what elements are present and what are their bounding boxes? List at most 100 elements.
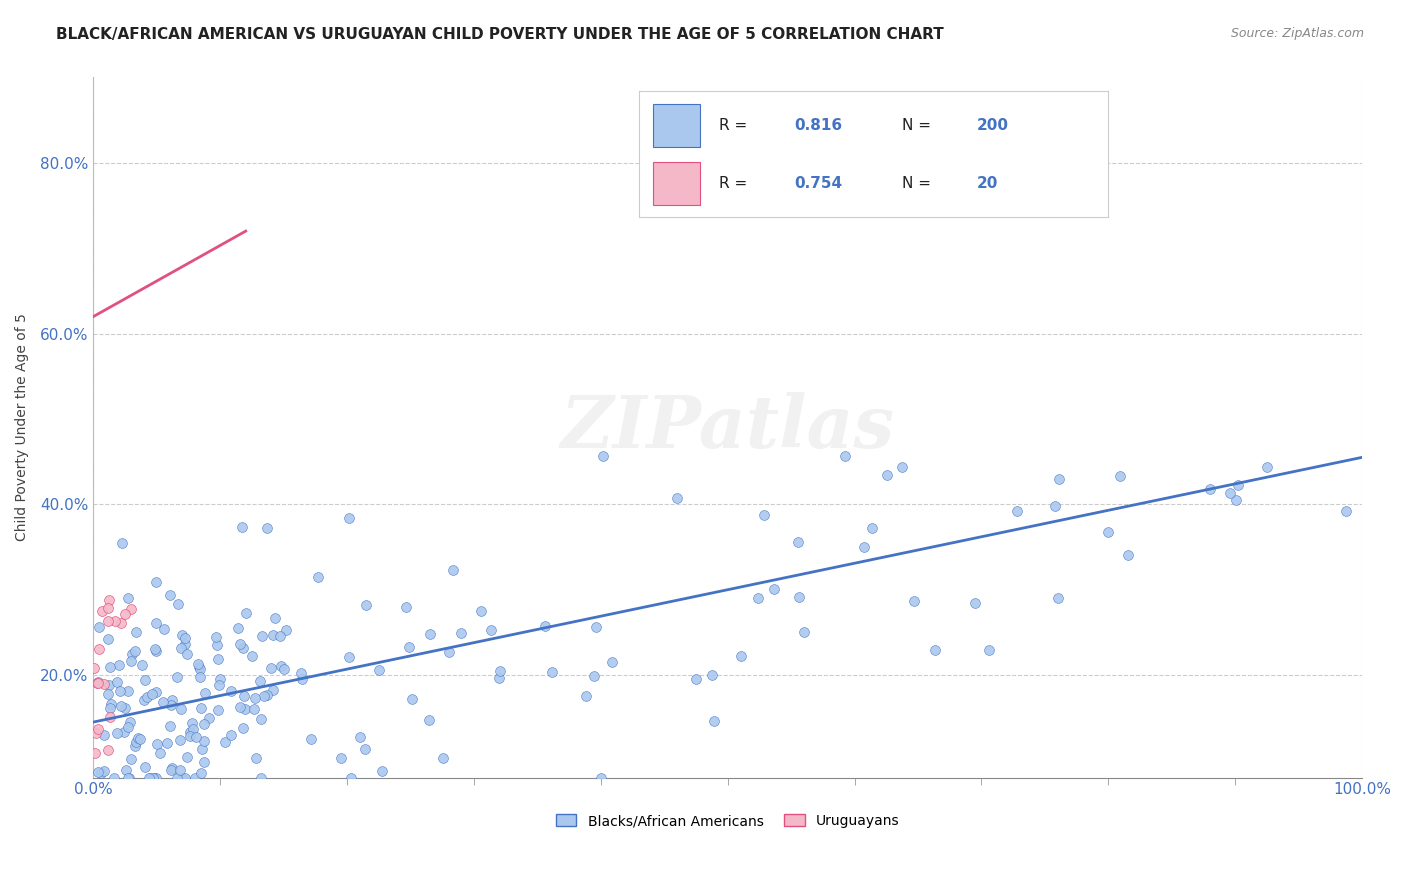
Point — [162, 761, 184, 775]
Point — [153, 622, 176, 636]
Text: BLACK/AFRICAN AMERICAN VS URUGUAYAN CHILD POVERTY UNDER THE AGE OF 5 CORRELATION: BLACK/AFRICAN AMERICAN VS URUGUAYAN CHIL… — [56, 27, 943, 42]
Point — [299, 732, 322, 747]
Point — [1219, 486, 1241, 500]
Point — [173, 771, 195, 785]
Point — [138, 771, 160, 785]
Point — [432, 751, 454, 765]
Point — [1046, 591, 1069, 605]
Point — [127, 731, 149, 745]
Point — [108, 684, 131, 698]
Point — [747, 591, 769, 605]
Point — [197, 711, 219, 725]
Point — [128, 731, 150, 746]
Point — [240, 649, 263, 664]
Point — [730, 648, 752, 663]
Point — [108, 658, 131, 673]
Point — [262, 628, 284, 642]
Point — [860, 521, 883, 535]
Point — [84, 809, 107, 823]
Point — [232, 641, 254, 656]
Point — [242, 702, 264, 716]
Point — [145, 684, 167, 698]
Point — [977, 642, 1000, 657]
Point — [394, 599, 416, 614]
Point — [111, 536, 134, 550]
Point — [145, 771, 167, 785]
Point — [112, 725, 135, 739]
Point — [190, 765, 212, 780]
Point — [290, 665, 312, 680]
Point — [84, 746, 107, 760]
Point — [228, 637, 250, 651]
Point — [250, 712, 273, 726]
Point — [470, 604, 492, 618]
Point — [219, 683, 242, 698]
Point — [1334, 504, 1357, 518]
Point — [354, 741, 377, 756]
Point — [97, 600, 120, 615]
Point — [273, 662, 295, 676]
Point — [256, 521, 278, 535]
Point — [291, 672, 314, 686]
Point — [97, 632, 120, 646]
Point — [143, 642, 166, 657]
Point — [371, 764, 394, 778]
Point — [166, 597, 188, 611]
Point — [98, 660, 121, 674]
Point — [98, 701, 121, 715]
Point — [534, 619, 557, 633]
Point — [83, 848, 105, 863]
Point — [924, 643, 946, 657]
Point — [190, 700, 212, 714]
Point — [114, 701, 136, 715]
Point — [91, 603, 114, 617]
Legend: Blacks/African Americans, Uruguayans: Blacks/African Americans, Uruguayans — [550, 808, 905, 834]
Point — [245, 751, 267, 765]
Point — [354, 598, 377, 612]
Point — [253, 689, 276, 703]
Point — [114, 607, 136, 621]
Point — [174, 631, 197, 645]
Point — [87, 722, 110, 736]
Point — [159, 719, 181, 733]
Point — [176, 749, 198, 764]
Point — [93, 764, 115, 778]
Point — [269, 629, 291, 643]
Point — [208, 672, 231, 686]
Point — [87, 675, 110, 690]
Point — [419, 627, 441, 641]
Point — [159, 589, 181, 603]
Point — [207, 703, 229, 717]
Point — [160, 698, 183, 712]
Point — [100, 697, 122, 711]
Point — [152, 695, 174, 709]
Point — [117, 771, 139, 785]
Point — [702, 668, 724, 682]
Point — [97, 678, 120, 692]
Point — [166, 771, 188, 785]
Point — [188, 663, 211, 677]
Point — [117, 771, 139, 785]
Point — [264, 610, 287, 624]
Point — [330, 751, 353, 765]
Point — [117, 721, 139, 735]
Point — [87, 676, 110, 690]
Point — [120, 752, 142, 766]
Point — [229, 699, 252, 714]
Point — [103, 771, 125, 785]
Point — [170, 702, 193, 716]
Point — [132, 693, 155, 707]
Point — [139, 771, 162, 785]
Point — [134, 673, 156, 687]
Point — [149, 746, 172, 760]
Point — [270, 659, 292, 673]
Point — [540, 665, 562, 679]
Point — [169, 733, 191, 747]
Point — [214, 735, 236, 749]
Point — [260, 660, 283, 674]
Point — [136, 690, 159, 705]
Point — [191, 741, 214, 756]
Point — [160, 693, 183, 707]
Point — [233, 702, 256, 716]
Point — [180, 716, 202, 731]
